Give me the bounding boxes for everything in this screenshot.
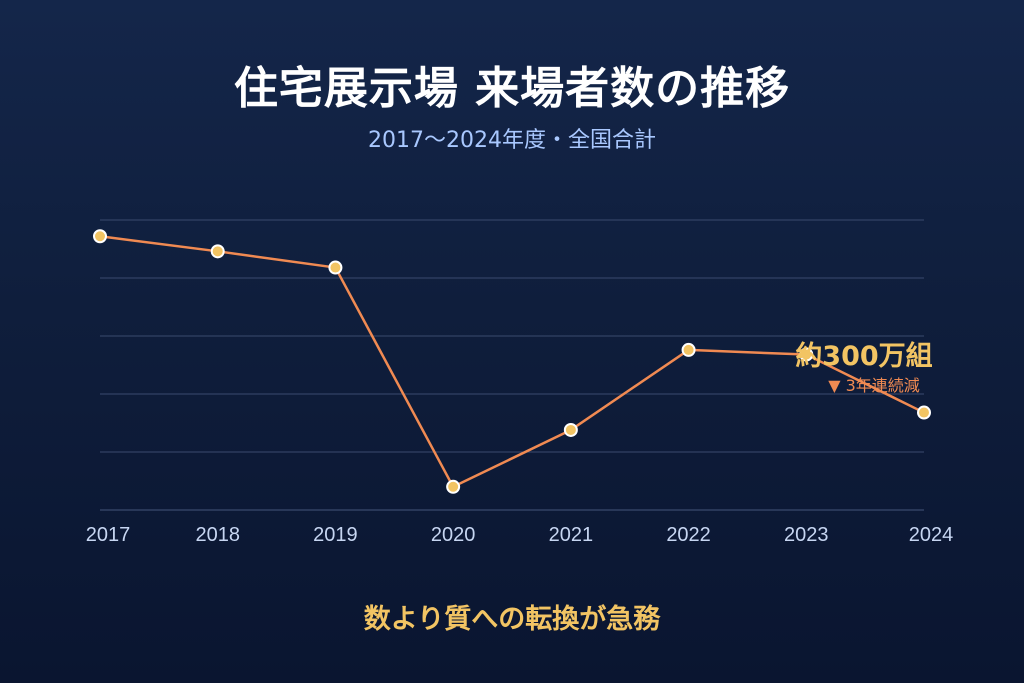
footer-message: 数より質への転換が急務 (363, 604, 661, 635)
annotation-label: 約300万組 (795, 340, 932, 372)
x-tick-label-2024: 2024 (909, 524, 954, 546)
x-tick-label-2019: 2019 (313, 524, 358, 546)
data-point-2023 (799, 347, 814, 362)
annotation-note: ▼ 3年連続減 (828, 376, 920, 395)
chart-title: 住宅展示場 来場者数の推移 (233, 63, 791, 114)
data-point-2022 (681, 342, 696, 357)
data-points (93, 229, 931, 494)
chart-subtitle: 2017〜2024年度・全国合計 (368, 128, 656, 153)
data-point-2024 (917, 405, 931, 420)
data-point-2021 (563, 422, 578, 437)
series-line-layer (99, 235, 925, 489)
annotation: 約300万組 ▼ 3年連続減 (795, 340, 932, 395)
data-point-2017 (93, 229, 107, 244)
series-line (99, 235, 925, 489)
data-point-2018 (210, 244, 225, 259)
x-tick-label-2017: 2017 (86, 524, 131, 546)
grid-lines (100, 219, 924, 511)
data-point-2019 (328, 260, 343, 275)
x-tick-label-2020: 2020 (431, 524, 476, 546)
data-point-2020 (446, 479, 461, 494)
x-tick-label-2022: 2022 (666, 524, 711, 546)
x-axis-ticks: 2017 2018 2019 2020 2021 2022 2023 2024 (86, 524, 954, 546)
x-tick-label-2023: 2023 (784, 524, 829, 546)
x-tick-label-2021: 2021 (549, 524, 594, 546)
x-tick-label-2018: 2018 (195, 524, 240, 546)
